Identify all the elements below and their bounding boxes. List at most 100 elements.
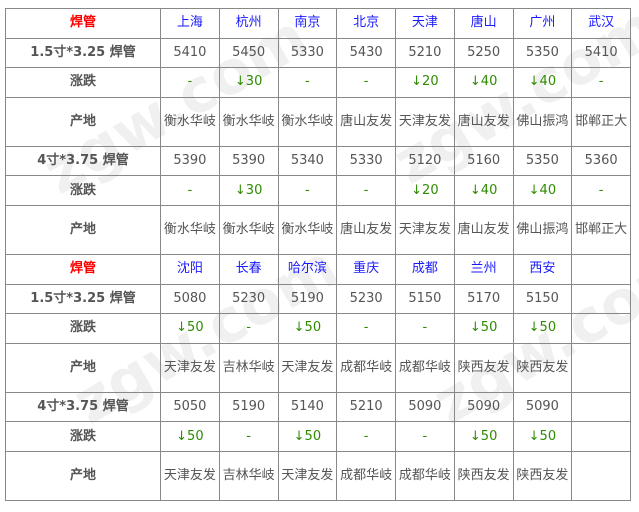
city-header: 杭州 — [218, 8, 279, 39]
header-row: 焊管 沈阳 长春 哈尔滨 重庆 成都 兰州 西安 — [5, 253, 631, 285]
change-cell: - — [571, 175, 631, 206]
price-cell — [571, 391, 631, 423]
change-cell: - — [277, 67, 338, 98]
change-cell: ↓50 — [512, 421, 573, 452]
row-label: 产地 — [5, 342, 161, 393]
price-cell: 5250 — [453, 37, 514, 69]
city-header: 上海 — [160, 8, 220, 39]
city-header: 武汉 — [571, 8, 631, 39]
change-cell — [571, 313, 631, 344]
origin-cell: 吉林华岐 — [218, 342, 279, 393]
origin-cell: 佛山振鸿 — [512, 204, 573, 255]
price-cell: 5450 — [218, 37, 279, 69]
change-cell: ↓50 — [160, 313, 220, 344]
origin-cell: 天津友发 — [395, 204, 455, 255]
price-cell: 5120 — [395, 145, 455, 177]
change-cell: - — [395, 421, 455, 452]
price-cell: 5140 — [277, 391, 338, 423]
change-cell: - — [218, 313, 279, 344]
change-cell: ↓50 — [160, 421, 220, 452]
change-cell: ↓50 — [453, 421, 514, 452]
origin-cell: 天津友发 — [277, 342, 338, 393]
change-cell: - — [336, 175, 396, 206]
price-cell: 5090 — [395, 391, 455, 423]
price-cell — [571, 283, 631, 315]
row-label: 涨跌 — [5, 421, 161, 452]
change-cell: ↓50 — [512, 313, 573, 344]
origin-cell: 成都华岐 — [336, 450, 396, 501]
price-cell: 5350 — [512, 37, 573, 69]
price-cell: 5360 — [571, 145, 631, 177]
city-header: 成都 — [395, 253, 455, 285]
price-cell: 5350 — [512, 145, 573, 177]
price-cell: 5390 — [160, 145, 220, 177]
change-cell: ↓50 — [277, 421, 338, 452]
price-cell: 5230 — [336, 283, 396, 315]
city-header: 哈尔滨 — [277, 253, 338, 285]
change-cell: - — [277, 175, 338, 206]
origin-cell: 衡水华岐 — [160, 96, 220, 147]
origin-cell: 天津友发 — [160, 342, 220, 393]
origin-cell: 衡水华岐 — [218, 96, 279, 147]
city-header: 长春 — [218, 253, 279, 285]
change-cell: - — [336, 67, 396, 98]
city-header: 西安 — [512, 253, 573, 285]
change-cell: ↓50 — [277, 313, 338, 344]
table-row: 4寸*3.75 焊管 5050 5190 5140 5210 5090 5090 5090 — [5, 391, 631, 423]
row-label: 涨跌 — [5, 175, 161, 206]
table-row: 涨跌 - ↓30- - ↓20 ↓40 ↓40- — [5, 67, 631, 98]
origin-cell: 天津友发 — [160, 450, 220, 501]
change-cell: ↓30 — [218, 175, 279, 206]
origin-cell — [571, 450, 631, 501]
price-cell: 5410 — [571, 37, 631, 69]
price-cell: 5160 — [453, 145, 514, 177]
origin-cell: 衡水华岐 — [218, 204, 279, 255]
row-label: 1.5寸*3.25 焊管 — [5, 37, 161, 69]
origin-cell: 陕西友发 — [453, 342, 514, 393]
table-row: 产地 衡水华岐 衡水华岐 衡水华岐 唐山友发 天津友发 唐山友发 佛山振鸿 邯郸正大 — [5, 204, 631, 255]
city-header: 重庆 — [336, 253, 396, 285]
origin-cell: 天津友发 — [395, 96, 455, 147]
change-cell: ↓20 — [395, 67, 455, 98]
table-row: 产地 天津友发 吉林华岐 天津友发 成都华岐 成都华岐 陕西友发 陕西友发 — [5, 342, 631, 393]
change-cell: ↓30 — [218, 67, 279, 98]
origin-cell: 唐山友发 — [453, 96, 514, 147]
change-cell: - — [160, 175, 220, 206]
section-header: 焊管 — [5, 253, 161, 285]
price-cell: 5390 — [218, 145, 279, 177]
origin-cell: 唐山友发 — [336, 96, 396, 147]
origin-cell: 陕西友发 — [512, 342, 573, 393]
origin-cell: 佛山振鸿 — [512, 96, 573, 147]
city-header: 北京 — [336, 8, 396, 39]
price-cell: 5170 — [453, 283, 514, 315]
table-row: 涨跌 - ↓30- - ↓20 ↓40 ↓40- — [5, 175, 631, 206]
origin-cell: 陕西友发 — [453, 450, 514, 501]
table-row: 涨跌 ↓50- ↓50- - ↓50 ↓50 — [5, 313, 631, 344]
row-label: 1.5寸*3.25 焊管 — [5, 283, 161, 315]
price-cell: 5050 — [160, 391, 220, 423]
origin-cell: 唐山友发 — [336, 204, 396, 255]
origin-cell: 衡水华岐 — [277, 96, 338, 147]
price-table: 焊管 上海 杭州 南京 北京 天津 唐山 广州 武汉 1.5寸*3.25 焊管 5410 5450 53… — [5, 8, 631, 501]
row-label: 产地 — [5, 96, 161, 147]
change-cell: ↓40 — [453, 67, 514, 98]
price-cell: 5230 — [218, 283, 279, 315]
row-label: 4寸*3.75 焊管 — [5, 145, 161, 177]
price-cell: 5090 — [512, 391, 573, 423]
change-cell: ↓40 — [512, 67, 573, 98]
price-cell: 5150 — [512, 283, 573, 315]
origin-cell — [571, 342, 631, 393]
price-cell: 5410 — [160, 37, 220, 69]
price-cell: 5190 — [218, 391, 279, 423]
change-cell: ↓40 — [453, 175, 514, 206]
section-header: 焊管 — [5, 8, 161, 39]
table-row: 产地 天津友发 吉林华岐 天津友发 成都华岐 成都华岐 陕西友发 陕西友发 — [5, 450, 631, 501]
change-cell: - — [395, 313, 455, 344]
row-label: 4寸*3.75 焊管 — [5, 391, 161, 423]
origin-cell: 衡水华岐 — [160, 204, 220, 255]
table-row: 1.5寸*3.25 焊管 5410 5450 5330 5430 5210 5250 5350… — [5, 37, 631, 69]
price-cell: 5190 — [277, 283, 338, 315]
header-row: 焊管 上海 杭州 南京 北京 天津 唐山 广州 武汉 — [5, 8, 631, 39]
city-header: 广州 — [512, 8, 573, 39]
origin-cell: 唐山友发 — [453, 204, 514, 255]
